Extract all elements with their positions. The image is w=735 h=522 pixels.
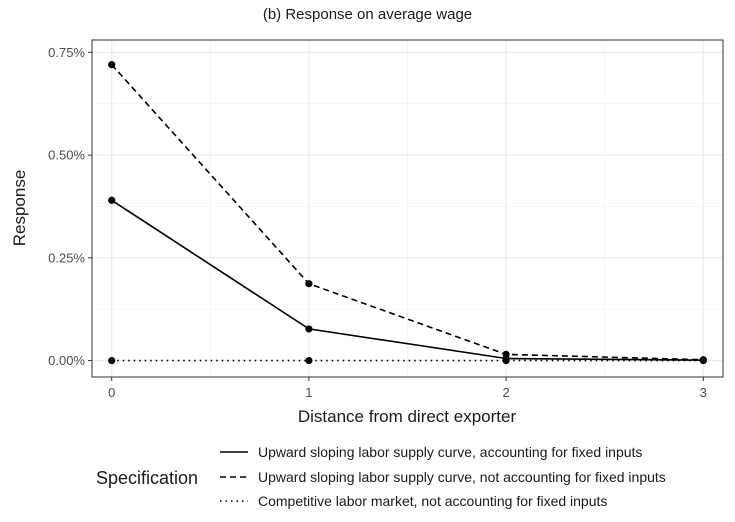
minor-gridlines [92, 40, 723, 377]
x-tick-label: 1 [305, 385, 312, 400]
legend-label: Competitive labor market, not accounting… [258, 493, 607, 509]
series-layer [108, 61, 707, 365]
legend-label: Upward sloping labor supply curve, accou… [258, 444, 642, 460]
data-point-dotted [699, 356, 707, 365]
x-tick-label: 0 [108, 385, 115, 400]
data-point-dotted [502, 356, 510, 365]
data-point-dashed [502, 350, 510, 358]
data-point-solid [305, 325, 313, 333]
data-point-dotted [305, 356, 313, 365]
plot-panel-border [91, 39, 724, 378]
x-tick-label: 2 [502, 385, 509, 400]
axis-ticks: 0.00% 0.25% 0.50% 0.75% 0 1 2 3 [48, 45, 707, 400]
major-gridlines [92, 40, 723, 377]
legend-title: Specification [96, 468, 198, 488]
y-tick-label: 0.50% [48, 148, 85, 163]
data-point-dotted [108, 356, 116, 365]
data-point-solid [108, 196, 116, 204]
legend: Upward sloping labor supply curve, accou… [220, 444, 666, 509]
series-line-solid [111, 199, 704, 361]
x-axis-title: Distance from direct exporter [298, 407, 517, 426]
y-axis-title: Response [10, 170, 29, 247]
series-line-dashed [111, 64, 704, 361]
data-point-dashed [108, 61, 116, 69]
y-tick-label: 0.00% [48, 353, 85, 368]
chart-title: (b) Response on average wage [262, 6, 473, 23]
legend-label: Upward sloping labor supply curve, not a… [258, 469, 666, 485]
data-point-dashed [305, 280, 313, 288]
x-tick-label: 3 [700, 385, 707, 400]
y-tick-label: 0.75% [48, 45, 85, 60]
y-tick-label: 0.25% [48, 250, 85, 265]
